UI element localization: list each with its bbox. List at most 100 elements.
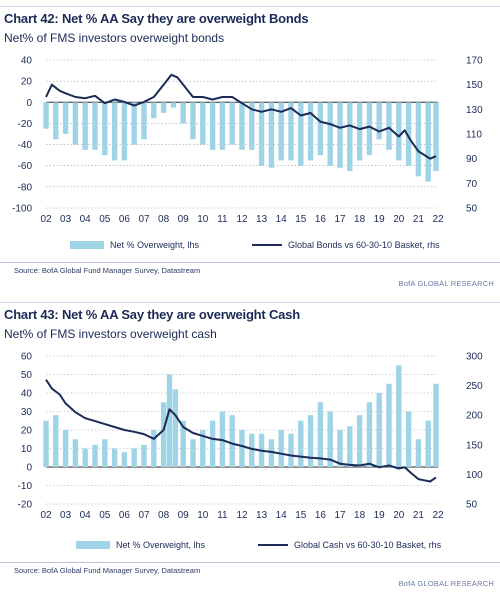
bar (43, 420, 49, 467)
x-tick-label: 16 (315, 214, 327, 225)
bar (386, 102, 392, 150)
bar (229, 102, 235, 145)
bar (53, 102, 59, 140)
bar (366, 402, 373, 467)
y-right-tick-label: 110 (466, 130, 482, 141)
bar (92, 102, 98, 150)
y-left-tick-label: -60 (18, 161, 33, 172)
bar (131, 448, 137, 467)
bar (396, 365, 402, 467)
x-tick-label: 02 (40, 214, 52, 225)
bar (62, 102, 69, 134)
source-note: Source: BofA Global Fund Manager Survey,… (14, 266, 201, 275)
bar (200, 102, 206, 145)
series-line (45, 73, 437, 160)
x-tick-label: 22 (432, 510, 444, 521)
bar (121, 102, 128, 161)
y-right-tick-label: 130 (466, 105, 483, 116)
y-right-tick-label: 50 (466, 204, 478, 215)
bar (376, 102, 382, 140)
y-right-tick-label: 70 (466, 179, 478, 190)
bar (268, 102, 275, 168)
title-bar: Chart 43: Net % AA Say they are overweig… (0, 302, 500, 341)
y-left-tick-label: -10 (18, 481, 33, 492)
bar (396, 102, 402, 161)
legend-label: Net % Overweight, lhs (110, 240, 200, 250)
y-right-tick-label: 250 (466, 381, 483, 392)
bar (327, 102, 333, 166)
y-left-tick-label: -20 (18, 500, 33, 511)
bar (102, 439, 108, 467)
x-tick-label: 03 (60, 510, 72, 521)
legend-label: Net % Overweight, lhs (116, 540, 206, 550)
legend-item-line: Global Bonds vs 60-30-10 Basket, rhs (252, 240, 440, 250)
divider (0, 262, 500, 263)
bar (180, 420, 186, 467)
bar (92, 444, 98, 467)
legend-swatch-line (252, 244, 282, 246)
series-line (45, 379, 437, 483)
y-left-tick-label: -20 (18, 119, 33, 130)
bonds-chart: 40 20 0 -20 -40 -60 -80 -100 170 150 130 110 90 70 50 0… (12, 56, 483, 226)
x-tick-label: 19 (374, 510, 386, 521)
bar (249, 433, 255, 467)
x-tick-label: 13 (256, 214, 268, 225)
x-tick-label: 16 (315, 510, 327, 521)
bar (307, 415, 314, 467)
y-right-tick-label: 200 (466, 411, 483, 422)
x-tick-label: 06 (119, 214, 131, 225)
brand-label: BofA GLOBAL RESEARCH (398, 279, 494, 288)
bar (386, 383, 392, 467)
bar (249, 102, 255, 150)
x-tick-label: 10 (197, 510, 209, 521)
bar (298, 102, 304, 166)
x-tick-label: 22 (432, 214, 444, 225)
x-tick-label: 12 (236, 214, 248, 225)
y-left-tick-label: 20 (21, 426, 33, 437)
y-left-tick-label: 40 (21, 56, 33, 67)
legend-item-bars: Net % Overweight, lhs (70, 240, 199, 250)
y-right-tick-label: 100 (466, 470, 483, 481)
bar (82, 102, 88, 150)
x-tick-label: 05 (99, 214, 111, 225)
bar (229, 415, 235, 467)
bar (72, 102, 79, 145)
bar (405, 102, 412, 166)
x-tick-label: 14 (276, 214, 288, 225)
bar (278, 430, 284, 467)
divider (0, 562, 500, 563)
x-tick-label: 09 (178, 214, 190, 225)
x-tick-label: 17 (334, 510, 346, 521)
bar (433, 383, 439, 467)
y-left-tick-label: 50 (21, 370, 33, 381)
legend-swatch-line (258, 544, 288, 546)
bar (268, 439, 275, 467)
legend-label: Global Bonds vs 60-30-10 Basket, rhs (288, 240, 440, 250)
legend-swatch-bars (70, 241, 104, 249)
bar (405, 411, 412, 467)
bar (219, 102, 226, 150)
y-left-tick-label: 0 (26, 463, 32, 474)
y-left-tick-label: 40 (21, 389, 33, 400)
legend-swatch-bars (76, 541, 110, 549)
bar (82, 448, 88, 467)
y-right-tick-label: 90 (466, 154, 478, 165)
bar (347, 102, 353, 171)
bar (356, 415, 363, 467)
bar (209, 102, 216, 150)
bar (425, 102, 431, 182)
x-tick-label: 04 (80, 510, 92, 521)
bar (121, 452, 128, 467)
x-tick-label: 15 (295, 510, 307, 521)
x-tick-label: 11 (217, 214, 228, 225)
bar (111, 102, 118, 161)
x-tick-label: 13 (256, 510, 268, 521)
y-left-tick-label: -40 (18, 140, 33, 151)
bar (317, 402, 324, 467)
bar (43, 102, 49, 129)
x-tick-label: 02 (40, 510, 52, 521)
bar (337, 430, 343, 467)
bar (288, 102, 294, 161)
y-left-tick-label: 10 (21, 444, 33, 455)
